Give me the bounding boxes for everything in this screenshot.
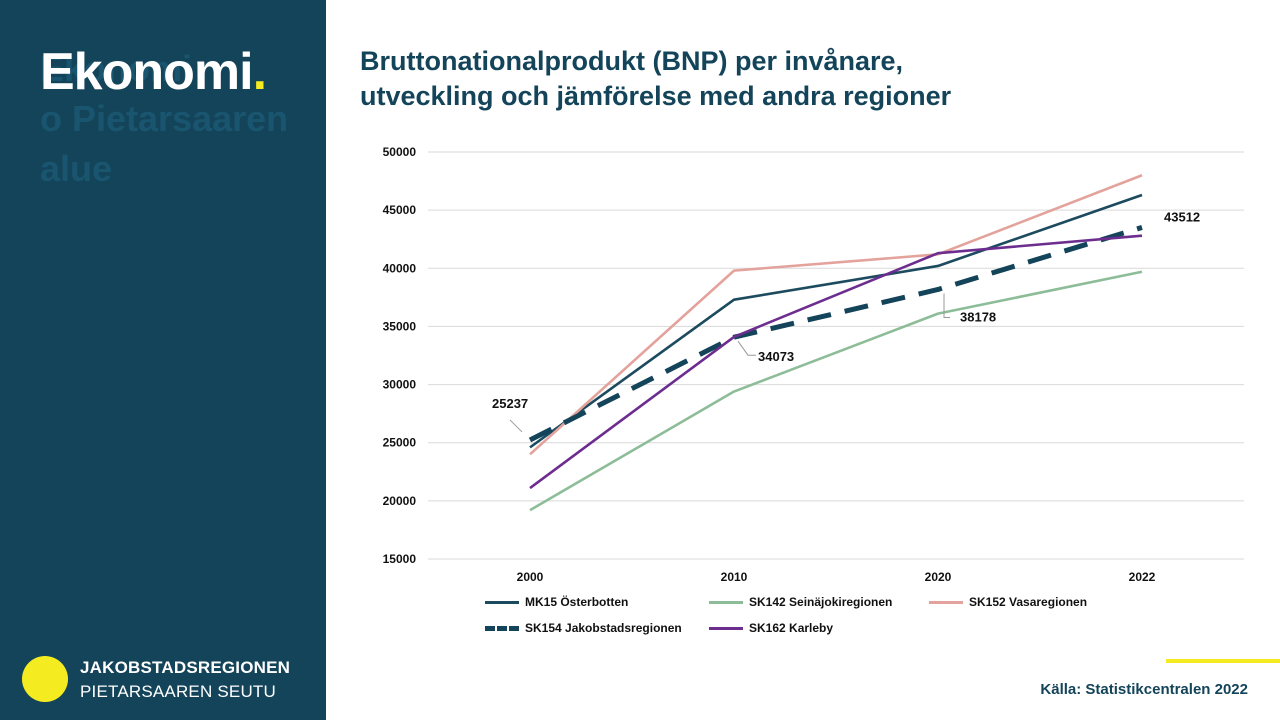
section-title-text: Ekonomi — [40, 43, 254, 101]
legend-swatch-1 — [709, 600, 743, 604]
y-tick-label-4: 35000 — [383, 319, 417, 333]
section-title: Ekonomi. — [40, 42, 267, 102]
accent-line — [1166, 659, 1280, 663]
data-label-1: 34073 — [758, 349, 794, 364]
line-chart: 15000 20000 25000 30000 35000 40000 45000 50000… — [383, 145, 1244, 584]
sidebar: Ekonomi o Pietarsaaren alue Ekonomi. JAK… — [0, 0, 326, 720]
legend-label-3: SK154 Jakobstadsregionen — [525, 621, 682, 635]
data-label-leader-2 — [943, 293, 950, 318]
data-label-2: 38178 — [960, 309, 996, 324]
x-tick-label-2: 2020 — [925, 570, 952, 584]
chart-title-line-1: Bruttonationalprodukt (BNP) per invånare… — [360, 46, 904, 76]
data-label-3: 43512 — [1164, 209, 1200, 224]
legend-item-2: SK152 Vasaregionen — [929, 595, 1087, 609]
section-title-dot: . — [252, 43, 267, 101]
data-label-0: 25237 — [492, 396, 528, 411]
x-tick-label-3: 2022 — [1129, 570, 1156, 584]
logo-text-secondary: PIETARSAAREN SEUTU — [80, 682, 276, 701]
legend-swatch-2 — [929, 600, 963, 604]
legend-label-0: MK15 Österbotten — [525, 595, 629, 609]
data-label-leader-1 — [737, 340, 756, 356]
chart-title-line-2: utveckling och jämförelse med andra regi… — [360, 81, 952, 111]
series-line-2 — [529, 174, 1143, 456]
legend-swatch-3 — [485, 625, 519, 631]
legend-swatch-4 — [709, 626, 743, 630]
legend-label-2: SK152 Vasaregionen — [969, 595, 1088, 609]
y-tick-label-2: 25000 — [383, 436, 417, 450]
y-tick-label-3: 30000 — [383, 378, 417, 392]
logo-circle-icon — [22, 656, 68, 702]
series-line-3 — [528, 225, 1143, 443]
y-tick-label-7: 50000 — [383, 145, 417, 159]
chart-title: Bruttonationalprodukt (BNP) per invånare… — [360, 44, 1260, 114]
legend-item-1: SK142 Seinäjokiregionen — [709, 595, 892, 609]
legend-label-4: SK162 Karleby — [749, 621, 834, 635]
legend-label-1: SK142 Seinäjokiregionen — [749, 595, 893, 609]
legend-item-3: SK154 Jakobstadsregionen — [485, 621, 682, 635]
y-tick-label-5: 40000 — [383, 261, 417, 275]
x-tick-label-1: 2010 — [721, 570, 748, 584]
legend-item-0: MK15 Österbotten — [485, 595, 628, 609]
legend-item-4: SK162 Karleby — [709, 621, 833, 635]
x-tick-label-0: 2000 — [517, 570, 544, 584]
data-label-leader-0 — [509, 419, 523, 433]
logo-text-primary: JAKOBSTADSREGIONEN — [80, 658, 291, 677]
y-tick-label-0: 15000 — [383, 552, 417, 566]
source-note: Källa: Statistikcentralen 2022 — [1040, 681, 1248, 698]
legend-swatch-0 — [485, 600, 519, 604]
y-tick-label-1: 20000 — [383, 494, 417, 508]
series-line-0 — [529, 193, 1143, 449]
background-ghost-text: Ekonomi o Pietarsaaren alue — [40, 48, 289, 189]
series-line-4 — [529, 234, 1143, 490]
series-line-1 — [529, 270, 1143, 512]
y-tick-label-6: 45000 — [383, 203, 417, 217]
